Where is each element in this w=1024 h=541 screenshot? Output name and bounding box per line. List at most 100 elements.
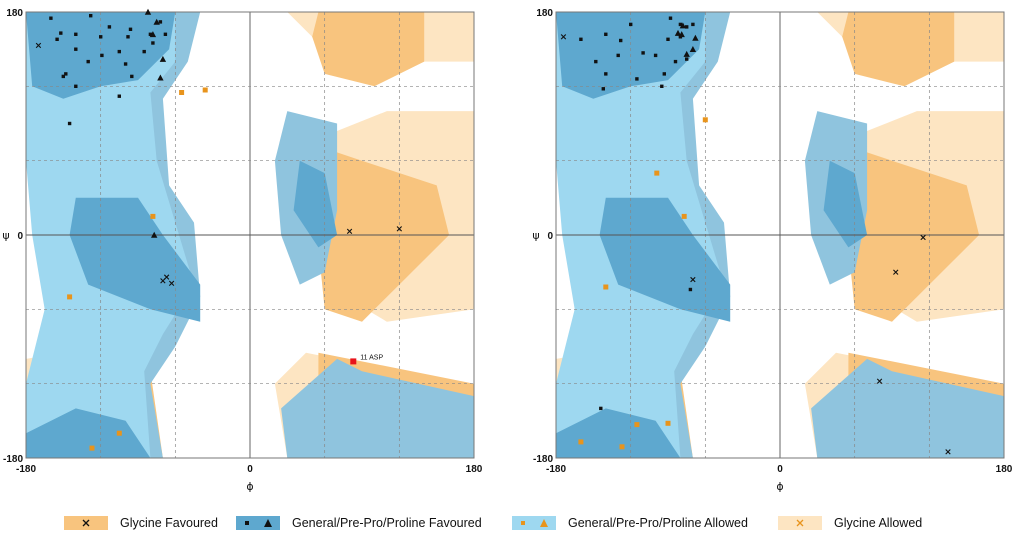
y-tick-label: 180 xyxy=(536,8,553,19)
residue-point-square xyxy=(641,51,645,55)
residue-point-square xyxy=(55,37,59,41)
residue-point-square xyxy=(61,74,65,79)
residue-point-square xyxy=(67,294,73,300)
x-axis-label: ϕ xyxy=(246,480,253,493)
legend-swatch-general-favoured xyxy=(236,516,280,530)
residue-point-square xyxy=(673,59,678,64)
residue-point-triangle xyxy=(674,29,682,36)
residue-point-square xyxy=(604,72,608,76)
general-favoured-region xyxy=(556,408,681,458)
y-tick-label: -180 xyxy=(3,454,23,465)
legend-swatch-glycine-allowed xyxy=(778,516,822,530)
residue-point-square xyxy=(681,213,687,219)
general-favoured-region xyxy=(599,197,731,322)
residue-point-triangle xyxy=(678,31,685,38)
residue-point-square xyxy=(99,35,103,39)
residue-point-square xyxy=(74,84,78,88)
residue-point-square xyxy=(163,32,168,36)
residue-point-square xyxy=(678,22,683,27)
residue-point-square xyxy=(634,422,640,428)
residue-point-square xyxy=(629,22,633,27)
outlier-label: 11 ASP xyxy=(360,354,383,361)
residue-point-square xyxy=(59,31,63,35)
y-axis-label: ψ xyxy=(532,229,539,242)
y-tick-label: -180 xyxy=(533,454,553,465)
residue-point-square xyxy=(685,57,689,61)
residue-point-square xyxy=(635,77,639,81)
legend-item-glycine-allowed: Glycine Allowed xyxy=(778,512,922,534)
residue-point-square xyxy=(128,27,133,31)
residue-point-square xyxy=(64,72,68,76)
residue-point-square xyxy=(619,444,625,450)
residue-point-square xyxy=(660,84,664,88)
residue-point-square xyxy=(130,74,134,79)
y-tick-label: 180 xyxy=(6,8,23,19)
residue-point-square xyxy=(74,32,78,36)
grid xyxy=(26,12,474,458)
ramachandran-plot-1: -180 0 180 180 0 -180 ϕ ψ 11 ASP xyxy=(2,8,482,493)
outlier-point xyxy=(350,358,357,365)
x-tick-label: 180 xyxy=(996,464,1013,475)
residue-point-square xyxy=(599,406,603,411)
residue-point-x xyxy=(920,234,926,241)
residue-point-x xyxy=(168,280,175,287)
residue-point-triangle xyxy=(159,55,167,62)
residue-point-triangle xyxy=(151,231,158,238)
residue-point-x xyxy=(160,278,166,284)
y-axis-label: ψ xyxy=(2,229,9,242)
x-tick-label: 180 xyxy=(466,464,483,475)
residue-point-triangle xyxy=(157,74,164,81)
data-points xyxy=(560,16,951,455)
residue-point-square xyxy=(603,284,609,290)
residue-point-x xyxy=(346,228,353,234)
x-tick-label: 0 xyxy=(777,464,783,475)
residue-point-square xyxy=(89,445,95,451)
residue-point-square xyxy=(67,121,72,126)
plot-frame xyxy=(555,11,1005,459)
residue-point-x xyxy=(945,449,951,455)
plot-frame xyxy=(25,11,475,459)
legend: Glycine Favoured General/Pre-Pro/Proline… xyxy=(0,506,1024,540)
general-favoured-region xyxy=(293,160,338,248)
residue-point-square xyxy=(123,62,128,66)
glycine-favoured-region xyxy=(312,12,425,87)
x-tick-label: -180 xyxy=(546,464,566,475)
residue-point-square xyxy=(202,87,208,93)
residue-point-square xyxy=(116,430,122,436)
residue-point-square xyxy=(702,117,708,123)
legend-label: General/Pre-Pro/Proline Allowed xyxy=(568,516,748,530)
grid xyxy=(556,12,1004,458)
general-favoured-region xyxy=(823,160,868,248)
residue-point-square xyxy=(74,47,78,51)
residue-point-x xyxy=(560,34,567,40)
residue-point-triangle xyxy=(683,50,690,57)
residue-point-square xyxy=(685,25,689,29)
residue-point-square xyxy=(653,53,658,58)
y-tick-label: 0 xyxy=(17,231,23,242)
glycine-favoured-region xyxy=(842,12,955,87)
legend-label: Glycine Favoured xyxy=(120,516,218,530)
residue-point-square xyxy=(662,72,666,76)
legend-label: General/Pre-Pro/Proline Favoured xyxy=(292,516,482,530)
residue-point-triangle xyxy=(153,18,160,25)
residue-point-square xyxy=(100,53,104,58)
legend-item-glycine-favoured: Glycine Favoured xyxy=(64,512,218,534)
data-points: 11 ASP xyxy=(35,8,403,451)
residue-point-square xyxy=(179,90,185,95)
residue-point-square xyxy=(616,53,620,58)
residue-point-square xyxy=(688,287,693,292)
residue-point-square xyxy=(601,87,605,91)
x-axis-label: ϕ xyxy=(776,480,783,493)
residue-point-square xyxy=(86,59,90,64)
residue-point-square xyxy=(654,170,660,176)
residue-point-square xyxy=(150,213,156,219)
residue-point-triangle xyxy=(689,46,697,52)
general-favoured-region xyxy=(26,408,151,458)
residue-point-square xyxy=(117,49,121,54)
residue-point-square xyxy=(117,94,121,98)
residue-point-x xyxy=(690,276,696,283)
x-tick-label: 0 xyxy=(247,464,253,475)
residue-point-triangle xyxy=(679,22,687,29)
residue-point-square xyxy=(691,22,695,27)
residue-point-x xyxy=(876,378,883,384)
